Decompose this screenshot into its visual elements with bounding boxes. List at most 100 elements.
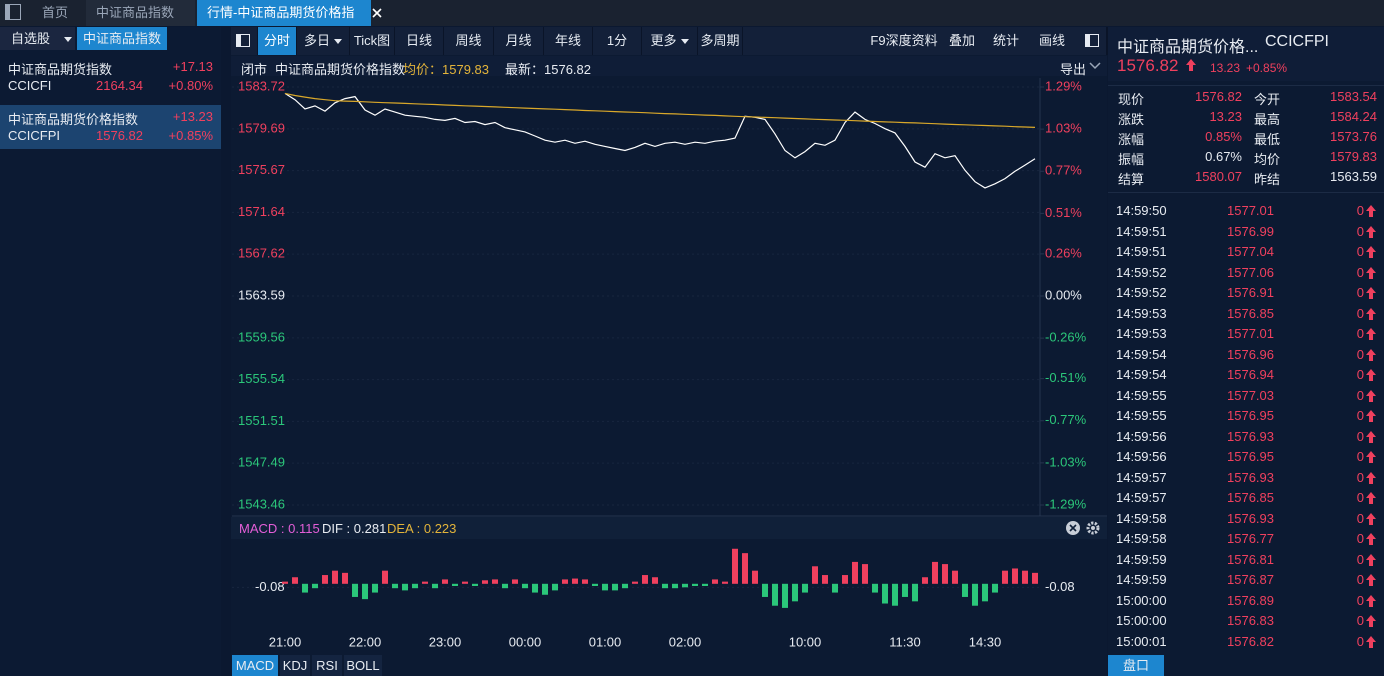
tick-volume: 0 bbox=[1356, 428, 1364, 444]
tab-active[interactable]: 行情-中证商品期货价格指数 bbox=[197, 0, 371, 46]
tick-price: 1577.03 bbox=[1227, 387, 1274, 403]
item-pct: +0.85% bbox=[168, 128, 213, 143]
tick-price: 1576.85 bbox=[1227, 490, 1274, 506]
toolbar-button[interactable]: 周线 bbox=[444, 27, 494, 55]
indicator-tab[interactable]: KDJ bbox=[280, 655, 310, 676]
chart-area bbox=[231, 27, 1107, 676]
quote-cell: 1576.82 bbox=[1195, 89, 1242, 104]
toolbar-button[interactable]: 1分 bbox=[593, 27, 642, 55]
quote-cell: 0.85% bbox=[1205, 129, 1242, 144]
toolbar-label: Tick图 bbox=[353, 33, 391, 48]
toolbar-button[interactable]: F9深度资料 bbox=[870, 33, 938, 48]
up-arrow bbox=[1365, 553, 1377, 570]
sidebar-item[interactable]: 中证商品期货价格指数 +13.23 CCICFPI 1576.82 +0.85% bbox=[0, 105, 221, 149]
tick-price: 1576.95 bbox=[1227, 449, 1274, 465]
tick-time: 14:59:58 bbox=[1116, 531, 1167, 547]
indicator-tab[interactable]: MACD bbox=[232, 655, 278, 676]
tick-volume: 0 bbox=[1356, 223, 1364, 239]
tick-time: 14:59:55 bbox=[1116, 408, 1167, 424]
tick-price: 1576.83 bbox=[1227, 613, 1274, 629]
toolbar-button[interactable]: 叠加 bbox=[948, 33, 975, 48]
chart-header: 闭市 中证商品期货价格指数 均价：1579.83 最新：1576.82 导出 bbox=[231, 56, 1107, 77]
tick-volume: 0 bbox=[1356, 305, 1364, 321]
tick-volume: 0 bbox=[1356, 264, 1364, 280]
up-arrow bbox=[1365, 389, 1377, 406]
quote-cell: 今开 bbox=[1254, 92, 1281, 107]
tick-time: 14:59:51 bbox=[1116, 244, 1167, 260]
up-arrow bbox=[1365, 286, 1377, 303]
tick-volume: 0 bbox=[1356, 346, 1364, 362]
close-icon[interactable] bbox=[372, 8, 382, 18]
toolbar-label: 多日 bbox=[303, 33, 330, 48]
up-arrow bbox=[1365, 327, 1377, 344]
panel-toggle[interactable] bbox=[1080, 27, 1107, 55]
tick-volume: 0 bbox=[1356, 592, 1364, 608]
tick-time: 14:59:59 bbox=[1116, 551, 1167, 567]
quote-cell: 结算 bbox=[1118, 172, 1145, 187]
quote-cell: 昨结 bbox=[1254, 172, 1281, 187]
indicator-tab[interactable]: BOLL bbox=[344, 655, 382, 676]
tick-volume: 0 bbox=[1356, 469, 1364, 485]
toolbar-button[interactable]: 年线 bbox=[544, 27, 593, 55]
tick-time: 14:59:55 bbox=[1116, 387, 1167, 403]
quote-cell: 1573.76 bbox=[1330, 129, 1377, 144]
tick-time: 14:59:58 bbox=[1116, 510, 1167, 526]
tick-price: 1576.77 bbox=[1227, 531, 1274, 547]
toolbar-label: 日线 bbox=[405, 33, 432, 48]
quote-code: CCICFPI bbox=[1265, 33, 1329, 50]
tick-volume: 0 bbox=[1356, 449, 1364, 465]
tick-time: 14:59:50 bbox=[1116, 203, 1167, 218]
toolbar-button[interactable]: Tick图 bbox=[350, 27, 395, 55]
toolbar-button[interactable]: 画线 bbox=[1038, 33, 1065, 48]
sidebar-item[interactable]: 中证商品期货指数 +17.13 CCICFI 2164.34 +0.80% bbox=[0, 55, 221, 99]
tab[interactable]: 中证商品指数 bbox=[86, 0, 195, 26]
tick-price: 1577.04 bbox=[1227, 244, 1274, 260]
up-arrow bbox=[1365, 491, 1377, 508]
divider bbox=[1108, 192, 1384, 193]
quote-header bbox=[1108, 27, 1384, 81]
toolbar-button[interactable]: 月线 bbox=[494, 27, 544, 55]
toolbar-label: 1分 bbox=[606, 33, 628, 48]
up-arrow bbox=[1365, 409, 1377, 426]
toolbar-button[interactable]: 日线 bbox=[395, 27, 444, 55]
tick-volume: 0 bbox=[1356, 408, 1364, 424]
up-arrow bbox=[1365, 245, 1377, 262]
tick-volume: 0 bbox=[1356, 367, 1364, 383]
tick-price: 1576.99 bbox=[1227, 223, 1274, 239]
item-code: CCICFPI bbox=[8, 128, 60, 143]
tick-time: 14:59:56 bbox=[1116, 428, 1167, 444]
toolbar-label: 月线 bbox=[505, 33, 532, 48]
sidebar-tab-active[interactable]: 中证商品指数 bbox=[77, 27, 167, 50]
macd-icons[interactable] bbox=[1065, 520, 1101, 536]
quote-cell: 1583.54 bbox=[1330, 89, 1377, 104]
indicator-tab[interactable]: RSI bbox=[312, 655, 342, 676]
menu-icon[interactable] bbox=[5, 4, 21, 20]
tick-volume: 0 bbox=[1356, 531, 1364, 547]
panel-toggle[interactable] bbox=[231, 27, 258, 55]
export-button[interactable]: 导出 bbox=[1060, 62, 1087, 77]
tick-time: 14:59:51 bbox=[1116, 223, 1167, 239]
sidebar-tab-label: 自选股 bbox=[11, 31, 51, 46]
toolbar-button[interactable]: 多周期 bbox=[698, 27, 743, 55]
toolbar-button[interactable]: 多日 bbox=[297, 27, 350, 55]
tab[interactable]: 首页 bbox=[42, 5, 69, 20]
sidebar-tab[interactable]: 自选股 bbox=[0, 27, 75, 50]
tick-time: 14:59:53 bbox=[1116, 305, 1167, 321]
dea-label: DEA : 0.223 bbox=[387, 521, 457, 536]
avg-label: 均价：1579.83 bbox=[403, 62, 489, 77]
toolbar-button[interactable]: 更多 bbox=[642, 27, 698, 55]
tick-price: 1576.95 bbox=[1227, 408, 1274, 424]
tick-time: 15:00:00 bbox=[1116, 592, 1167, 608]
item-name: 中证商品期货价格指数 bbox=[8, 112, 139, 127]
quote-title: 中证商品期货价格... bbox=[1117, 39, 1259, 56]
tick-price: 1576.85 bbox=[1227, 305, 1274, 321]
toolbar-button[interactable]: 统计 bbox=[992, 33, 1019, 48]
toolbar-label: 周线 bbox=[455, 33, 482, 48]
toolbar-button[interactable]: 分时 bbox=[258, 27, 297, 55]
export-chevron bbox=[1089, 62, 1101, 70]
tick-price: 1576.89 bbox=[1227, 592, 1274, 608]
panel-button[interactable]: 盘口 bbox=[1108, 655, 1164, 676]
up-arrow bbox=[1365, 348, 1377, 365]
quote-change: 13.23 bbox=[1210, 61, 1241, 75]
